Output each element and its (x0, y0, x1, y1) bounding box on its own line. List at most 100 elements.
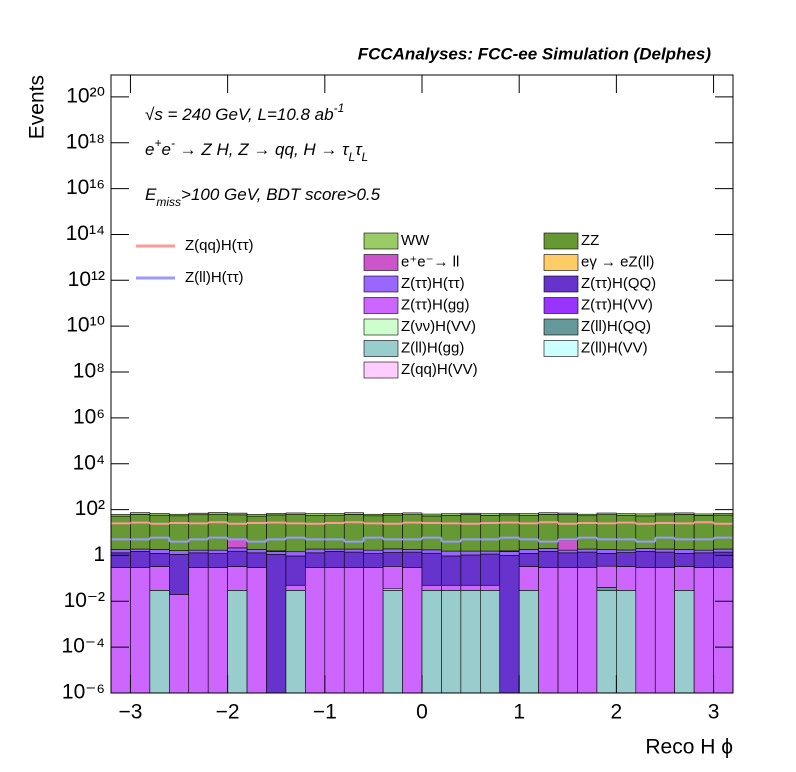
annotation-part: τ (355, 140, 363, 159)
histogram-segment (635, 515, 656, 549)
histogram-segment (596, 590, 617, 694)
histogram-segment (654, 512, 675, 516)
histogram-segment (635, 551, 656, 568)
histogram-segment (266, 514, 287, 552)
histogram-segment (110, 567, 131, 694)
histogram-segment (596, 587, 617, 591)
legend-label: Z(ll)H(gg) (401, 339, 464, 356)
legend-swatch (363, 361, 399, 379)
histogram-segment (693, 552, 714, 568)
histogram-segment (538, 548, 559, 552)
legend-label: Z(ττ)H(VV) (581, 296, 653, 313)
histogram-segment (169, 513, 190, 517)
y-tick-label: 1 (93, 543, 105, 566)
histogram-segment (246, 549, 267, 554)
annotation-part: miss (156, 195, 181, 209)
histogram-segment (674, 590, 695, 694)
histogram-segment (460, 554, 481, 586)
histogram-segment (480, 550, 501, 555)
y-tick-label: 10⁴ (73, 451, 105, 474)
histogram-segment (518, 566, 539, 591)
histogram-segment (188, 567, 209, 694)
histogram-segment (207, 549, 228, 554)
y-tick-label: 10² (75, 497, 105, 520)
annotation: e+e- → Z H, Z → qq, H → τLτL (145, 136, 368, 164)
histogram-segment (382, 552, 403, 567)
y-tick-label: 10²⁰ (66, 84, 105, 107)
annotation-part: + (154, 136, 161, 150)
legend-swatch (543, 232, 579, 250)
x-axis-title: Reco H ϕ (645, 736, 733, 759)
histogram-segment (460, 590, 481, 694)
legend-label: Z(qq)H(VV) (401, 361, 478, 378)
histogram-segment (149, 513, 170, 516)
annotation-part: - (171, 136, 175, 150)
histogram-segment (693, 513, 714, 516)
histogram-segment (207, 553, 228, 568)
histogram-segment (441, 514, 462, 552)
histogram-segment (110, 515, 131, 550)
y-tick-label: 10⁻² (64, 589, 105, 612)
histogram-segment (246, 567, 267, 694)
histogram-segment (596, 514, 617, 550)
y-axis-title: Events (26, 75, 49, 139)
legend-label: Z(ll)H(VV) (581, 339, 648, 356)
annotation-part: e (145, 140, 154, 159)
x-tick-label: −3 (118, 701, 142, 724)
legend-label: Z(ll)H(QQ) (581, 318, 651, 335)
legend-swatch (543, 340, 579, 357)
histogram-segment (596, 512, 617, 515)
histogram-segment (460, 512, 481, 515)
histogram-segment (538, 514, 559, 549)
legend-swatch (363, 275, 399, 293)
histogram-segment (149, 566, 170, 591)
histogram-segment (266, 513, 287, 516)
histogram-segment (460, 550, 481, 556)
y-tick-label: 10⁻⁴ (62, 635, 105, 658)
legend-swatch (543, 318, 579, 336)
histogram-segment (285, 551, 306, 557)
histogram-segment (363, 567, 384, 694)
histogram-segment (460, 514, 481, 552)
histogram-segment (324, 567, 345, 694)
x-tick-label: 0 (416, 701, 428, 724)
histogram-segment (363, 553, 384, 568)
histogram-segment (382, 514, 403, 550)
histogram-segment (207, 512, 228, 515)
histogram-segment (616, 549, 637, 553)
histogram-segment (343, 514, 364, 550)
histogram-segment (305, 567, 326, 694)
histogram-segment (421, 515, 442, 551)
histogram-segment (382, 513, 403, 516)
histogram-segment (674, 553, 695, 567)
legend-label: Z(ττ)H(gg) (401, 296, 470, 313)
histogram-segment (382, 566, 403, 590)
histogram-segment (343, 567, 364, 694)
histogram-segment (324, 514, 345, 550)
annotation-part: → Z H, Z → qq, H → τ (175, 140, 350, 159)
histogram-segment (480, 584, 501, 591)
histogram-segment (557, 552, 578, 568)
histogram-segment (460, 584, 481, 591)
histogram-segment (577, 515, 598, 550)
histogram-segment (363, 513, 384, 517)
legend-label: WW (401, 232, 430, 249)
y-tick-label: 10¹⁴ (66, 222, 105, 245)
histogram-segment (577, 513, 598, 517)
histogram-segment (305, 552, 326, 568)
histogram-segment (266, 554, 287, 694)
histogram-segment (441, 590, 462, 694)
histogram-segment (557, 539, 578, 551)
histogram-segment (130, 567, 151, 694)
histogram-segment (616, 513, 637, 516)
histogram-segment (285, 512, 306, 515)
legend-swatch (363, 254, 399, 271)
histogram-segment (616, 514, 637, 551)
y-tick-label: 10⁶ (73, 405, 105, 428)
histogram-segment (324, 551, 345, 568)
histogram-segment (402, 567, 423, 694)
histogram-segment (635, 548, 656, 552)
histogram-segment (499, 514, 520, 552)
histogram-segment (674, 549, 695, 554)
histogram-segment (635, 513, 656, 517)
